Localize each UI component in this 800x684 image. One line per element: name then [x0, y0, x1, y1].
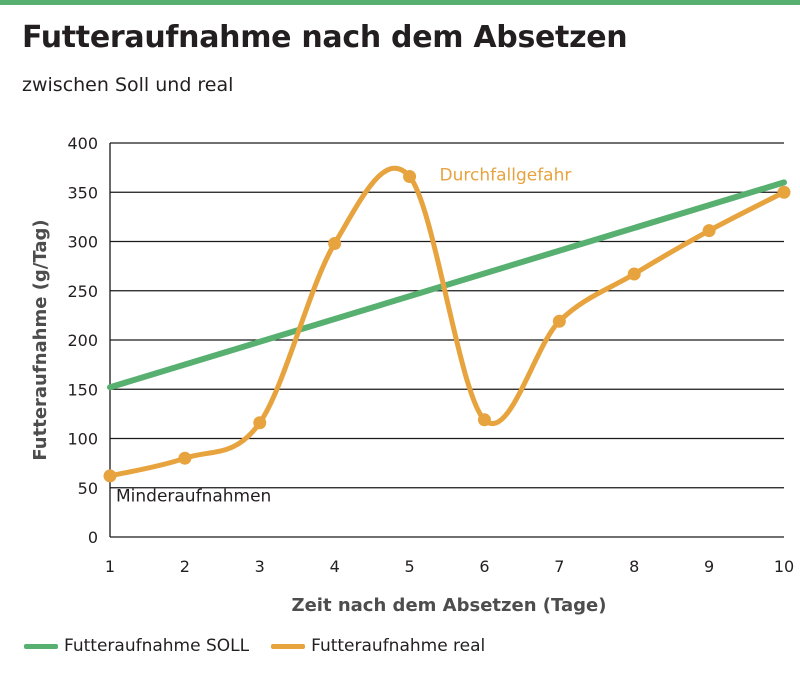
- grid-lines: [110, 142, 784, 538]
- data-point-real-day-3: [253, 416, 267, 430]
- x-tick-label-10: 10: [774, 557, 794, 576]
- legend: Futteraufnahme SOLL Futteraufnahme real: [24, 636, 507, 656]
- y-tick-label-100: 100: [67, 430, 98, 449]
- legend-label-real: Futteraufnahme real: [311, 636, 486, 656]
- x-tick-label-4: 4: [330, 557, 340, 576]
- data-markers: [103, 169, 791, 483]
- legend-item-soll: Futteraufnahme SOLL: [24, 636, 249, 656]
- data-point-real-day-8: [627, 267, 641, 281]
- x-tick-label-7: 7: [554, 557, 564, 576]
- y-tick-label-200: 200: [67, 331, 98, 350]
- legend-item-real: Futteraufnahme real: [271, 636, 485, 656]
- y-tick-label-150: 150: [67, 380, 98, 399]
- data-point-real-day-4: [328, 236, 342, 250]
- y-tick-label-0: 0: [88, 528, 98, 547]
- series-line-real: [107, 165, 787, 479]
- x-tick-label-2: 2: [180, 557, 190, 576]
- data-point-real-day-10: [777, 185, 791, 199]
- x-tick-label-1: 1: [105, 557, 115, 576]
- data-point-real-day-5: [403, 169, 417, 183]
- y-tick-label-400: 400: [67, 134, 98, 153]
- y-axis-title: Futteraufnahme (g/Tag): [30, 219, 51, 460]
- top-accent-bar: [0, 0, 800, 5]
- y-tick-label-250: 250: [67, 282, 98, 301]
- annotation-minderaufnahmen: Minderaufnahmen: [116, 487, 271, 507]
- chart-title: Futteraufnahme nach dem Absetzen: [22, 20, 628, 55]
- y-tick-label-300: 300: [67, 233, 98, 252]
- series: [107, 165, 787, 479]
- legend-label-soll: Futteraufnahme SOLL: [64, 636, 250, 656]
- axes: 0 50 100 150 200 250 300 350 400 1 2 3 4 5 6 7 8 9 10 Zeit …: [30, 134, 794, 616]
- labels: Durchfallgefahr Minderaufnahmen: [116, 165, 571, 506]
- legend-swatch-real: [271, 643, 306, 649]
- y-tick-label-350: 350: [67, 183, 98, 202]
- data-point-real-day-2: [178, 451, 192, 465]
- x-tick-label-3: 3: [255, 557, 265, 576]
- y-tick-label-50: 50: [78, 479, 98, 498]
- x-tick-label-6: 6: [479, 557, 489, 576]
- series-line-soll: [107, 179, 787, 391]
- data-point-real-day-7: [552, 314, 566, 328]
- x-tick-label-5: 5: [404, 557, 414, 576]
- legend-swatch-soll: [24, 643, 58, 649]
- data-point-real-day-6: [477, 413, 491, 427]
- x-tick-label-8: 8: [629, 557, 639, 576]
- chart-subtitle: zwischen Soll und real: [22, 74, 234, 96]
- data-point-real-day-1: [103, 469, 117, 483]
- annotation-durchfallgefahr: Durchfallgefahr: [440, 165, 572, 185]
- x-axis-title: Zeit nach dem Absetzen (Tage): [292, 595, 607, 616]
- data-point-real-day-9: [702, 224, 716, 238]
- x-tick-label-9: 9: [704, 557, 714, 576]
